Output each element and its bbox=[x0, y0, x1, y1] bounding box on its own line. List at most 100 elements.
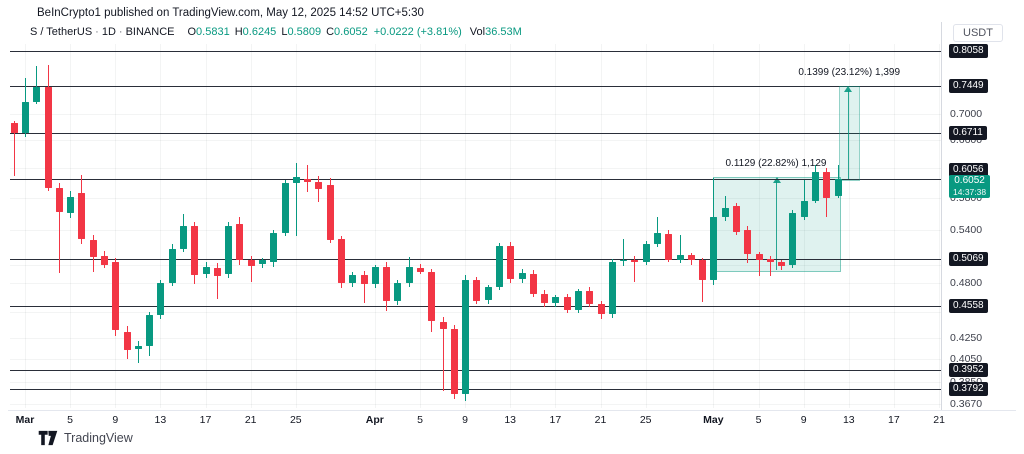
candle-body bbox=[236, 223, 243, 260]
time-axis-label: 21 bbox=[933, 414, 945, 426]
tradingview-brand[interactable]: TradingView bbox=[64, 431, 133, 445]
volume-label: Vol bbox=[469, 26, 486, 38]
candle-body bbox=[293, 177, 300, 184]
candle-body bbox=[428, 272, 435, 322]
time-axis-label: Mar bbox=[15, 414, 35, 426]
time-axis-label: 17 bbox=[549, 414, 562, 426]
price-level-badge: 0.4558 bbox=[949, 299, 988, 314]
symbol-legend[interactable]: S / TetherUS · 1D · BINANCE O0.5831 H0.6245 L0.… bbox=[30, 26, 522, 38]
ohlc-key: C bbox=[326, 26, 335, 38]
candle-body bbox=[643, 243, 650, 263]
candle-body bbox=[56, 188, 63, 212]
time-axis-label: 17 bbox=[199, 414, 212, 426]
price-level-badge: 0.6711 bbox=[949, 125, 987, 140]
ohlc-key: L bbox=[281, 26, 288, 38]
candle-body bbox=[744, 230, 751, 255]
time-axis-label: 9 bbox=[800, 414, 807, 426]
candle-body bbox=[90, 239, 97, 257]
ohlc-key: O bbox=[187, 26, 197, 38]
candle-body bbox=[710, 217, 717, 281]
time-axis-label: May bbox=[703, 414, 724, 426]
price-scale-label: 0.3670 bbox=[950, 397, 983, 410]
candle-body bbox=[677, 255, 684, 261]
time-axis-label: 13 bbox=[842, 414, 855, 426]
candle-wick bbox=[759, 251, 760, 276]
candle-body bbox=[361, 274, 368, 285]
candle-body bbox=[598, 304, 605, 315]
level-line bbox=[10, 370, 941, 372]
grid-vline bbox=[160, 44, 162, 408]
candle-body bbox=[135, 346, 142, 350]
candle-wick bbox=[623, 238, 624, 266]
ohlc-value: 0.6245 bbox=[242, 26, 277, 38]
grid-vline bbox=[25, 44, 26, 408]
candle-body bbox=[552, 297, 559, 304]
candle-body bbox=[688, 255, 695, 261]
candle-wick bbox=[634, 256, 635, 283]
candle-wick bbox=[59, 183, 60, 273]
candle-body bbox=[462, 280, 469, 394]
candle-body bbox=[699, 260, 706, 281]
grid-vline bbox=[510, 44, 512, 408]
candle-body bbox=[78, 192, 85, 239]
level-line bbox=[10, 258, 941, 260]
time-axis-label: 17 bbox=[888, 414, 900, 426]
time-axis-label: Apr bbox=[365, 414, 384, 426]
candle-body bbox=[507, 246, 514, 280]
change-value: +0.0222 (+3.81%) bbox=[373, 26, 462, 38]
last-price-value: 0.6052 bbox=[954, 175, 985, 187]
candle-body bbox=[835, 179, 842, 196]
candle-wick bbox=[770, 256, 771, 276]
grid-vline bbox=[115, 44, 117, 408]
grid-hline bbox=[10, 230, 941, 232]
candle-body bbox=[733, 206, 740, 232]
exchange-label: BINANCE bbox=[125, 26, 175, 38]
candle-body bbox=[101, 256, 108, 265]
candle-body bbox=[338, 238, 345, 284]
level-line bbox=[10, 388, 941, 390]
candle-body bbox=[259, 260, 266, 264]
level-line bbox=[10, 179, 941, 180]
grid-vline bbox=[758, 44, 760, 408]
grid-vline bbox=[893, 44, 895, 408]
grid-vline bbox=[205, 44, 207, 408]
candle-body bbox=[756, 254, 763, 261]
candle-body bbox=[22, 102, 29, 133]
grid-hline bbox=[10, 140, 941, 142]
interval-label: 1D bbox=[101, 26, 116, 38]
grid-hline bbox=[10, 312, 941, 314]
candle-body bbox=[45, 86, 52, 189]
candle-body bbox=[304, 178, 311, 183]
tradingview-logo-icon[interactable] bbox=[38, 430, 58, 446]
candle-body bbox=[417, 267, 424, 273]
candle-wick bbox=[680, 234, 681, 264]
candle-body bbox=[191, 226, 198, 275]
candle-body bbox=[665, 233, 672, 261]
time-axis-label: 21 bbox=[244, 414, 257, 426]
candle-body bbox=[315, 182, 322, 190]
grid-vline bbox=[420, 44, 421, 408]
candle-body bbox=[169, 249, 176, 284]
candle-wick bbox=[657, 216, 658, 248]
price-scale-label: 0.4050 bbox=[950, 353, 983, 366]
ohlc-value: 0.5831 bbox=[196, 26, 230, 38]
grid-hline bbox=[10, 359, 941, 361]
grid-hline bbox=[10, 114, 941, 115]
candle-body bbox=[620, 259, 627, 262]
time-axis-label: 5 bbox=[67, 414, 74, 426]
candle-body bbox=[248, 259, 255, 266]
legend-separator-2: · bbox=[118, 26, 123, 38]
price-range-arrow-line bbox=[776, 181, 777, 270]
price-axis-separator bbox=[941, 22, 942, 410]
time-axis-label: 9 bbox=[462, 414, 469, 426]
price-scale-label: 0.5400 bbox=[950, 224, 983, 237]
candle-body bbox=[541, 293, 548, 304]
grid-vline bbox=[848, 44, 850, 408]
grid-vline bbox=[70, 44, 72, 408]
candle-body bbox=[372, 266, 379, 285]
time-axis-separator bbox=[8, 410, 1016, 411]
price-level-badge: 0.3952 bbox=[949, 363, 988, 378]
level-line bbox=[10, 132, 941, 134]
price-scale-label: 0.4250 bbox=[950, 331, 983, 344]
